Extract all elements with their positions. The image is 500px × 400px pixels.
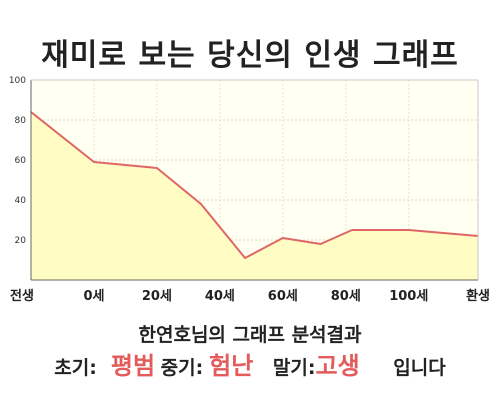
page-title: 재미로 보는 당신의 인생 그래프	[41, 38, 459, 73]
x-tick-label: 전생	[10, 288, 34, 304]
y-tick-label: 100	[9, 76, 26, 86]
data-point	[244, 257, 246, 259]
x-tick-label: 100세	[389, 289, 428, 304]
data-point	[156, 167, 158, 169]
result-heading: 한연호님의 그래프 분석결과	[138, 324, 362, 346]
life-graph-chart: 100 80 60 40 20 전생 0세 20세 40세 60세 80세 100세 환생	[9, 76, 490, 304]
y-tick-label: 80	[15, 116, 27, 126]
result-suffix: 입니다	[393, 357, 446, 379]
late-label: 말기:	[272, 357, 316, 379]
result-verdict: 초기: 평범 중기: 험난 말기:고생 입니다	[0, 346, 500, 381]
data-point	[93, 161, 95, 163]
data-point	[282, 237, 284, 239]
y-tick-label: 40	[15, 196, 27, 206]
late-value: 고생	[315, 352, 360, 380]
x-tick-label: 0세	[83, 289, 104, 304]
x-tick-label: 환생	[466, 288, 490, 304]
x-tick-label: 60세	[268, 289, 298, 304]
data-point	[200, 203, 202, 205]
y-tick-label: 60	[15, 156, 27, 166]
series-line	[30, 111, 479, 259]
series-area	[31, 112, 478, 280]
data-point	[319, 243, 322, 245]
early-value: 평범	[110, 352, 156, 380]
y-tick-label: 20	[15, 236, 27, 246]
data-point	[351, 229, 353, 231]
x-tick-label: 80세	[331, 289, 361, 304]
x-tick-label: 20세	[142, 289, 172, 304]
mid-value: 험난	[209, 352, 254, 380]
data-point	[407, 229, 410, 231]
x-tick-label: 40세	[205, 289, 235, 304]
early-label: 초기:	[54, 357, 97, 379]
mid-label: 중기:	[160, 357, 204, 379]
